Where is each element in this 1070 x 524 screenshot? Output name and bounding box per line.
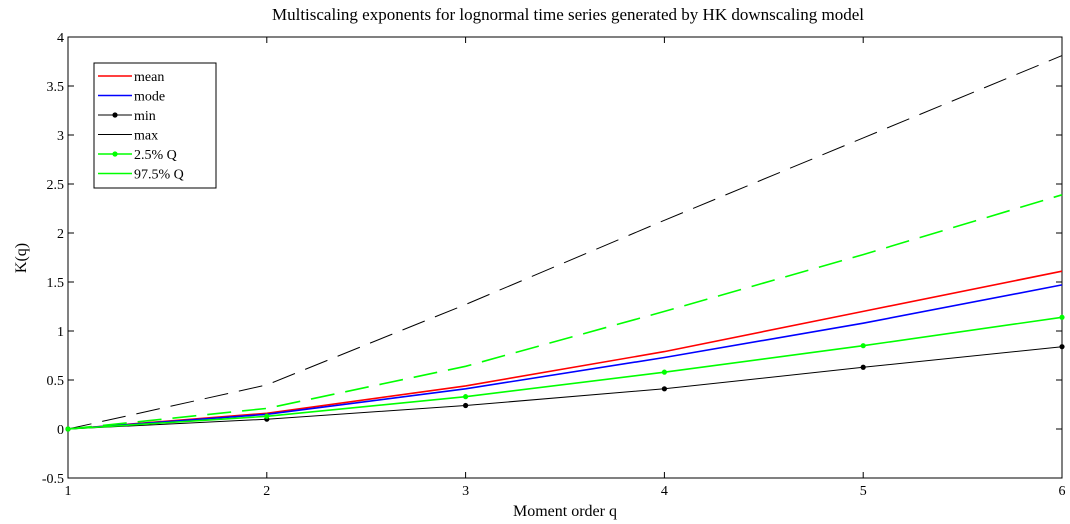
legend: mean mode min max 2.5% Q 97.5% Q [93, 62, 217, 189]
axis-ticks: 1 2 3 4 5 6 -0.5 0 0.5 1 1.5 2 2.5 3 3.5 4 [42, 31, 1066, 499]
legend-item-mean: mean [98, 70, 164, 85]
series-mode [67, 284, 1063, 430]
data-point-min [463, 402, 469, 409]
data-point-2-5-q [463, 394, 469, 400]
legend-marker [112, 112, 118, 118]
y-tick-label: 1 [57, 325, 64, 340]
legend-box [93, 62, 217, 189]
data-point-min [1059, 344, 1065, 350]
series-line-mode [67, 284, 1063, 430]
legend-label: mode [134, 90, 165, 105]
legend-label: 97.5% Q [134, 168, 184, 183]
y-tick-label: 0 [57, 423, 64, 438]
series-2-5-q [65, 314, 1065, 432]
legend-item-2-5-q: 2.5% Q [98, 148, 177, 163]
data-point-2-5-q [661, 369, 668, 375]
y-tick-label: 0.5 [47, 374, 65, 389]
plot-area [67, 36, 1063, 479]
series-line-max [67, 55, 1063, 430]
y-tick-label: 2 [57, 227, 64, 242]
series-97-5-q [67, 194, 1063, 430]
y-tick-label: 2.5 [47, 178, 65, 193]
y-tick-label: 4 [57, 31, 64, 46]
x-tick-label: 4 [661, 484, 668, 499]
series-mean [67, 270, 1063, 430]
legend-label: max [134, 129, 158, 144]
y-tick-label: 1.5 [47, 276, 65, 291]
legend-item-97-5-q: 97.5% Q [98, 168, 184, 183]
series-line-min [67, 346, 1063, 430]
x-tick-label: 3 [462, 484, 469, 499]
x-tick-label: 5 [860, 484, 867, 499]
series-layer [65, 55, 1065, 432]
x-tick-label: 6 [1059, 484, 1066, 499]
x-tick-label: 1 [65, 484, 72, 499]
y-tick-label: 3 [57, 129, 64, 144]
series-max [67, 55, 1063, 430]
data-point-2-5-q [1059, 314, 1065, 320]
data-point-2-5-q [860, 343, 866, 349]
x-axis-label: Moment order q [513, 503, 617, 520]
legend-label: min [134, 109, 156, 124]
legend-marker [112, 151, 118, 157]
legend-item-mode: mode [98, 90, 165, 105]
data-point-min [860, 364, 866, 370]
legend-label: mean [134, 70, 164, 85]
data-point-2-5-q [264, 413, 270, 419]
y-axis-label: K(q) [13, 243, 30, 273]
legend-label: 2.5% Q [134, 148, 177, 163]
legend-item-min: min [98, 109, 156, 124]
data-point-min [661, 386, 668, 392]
chart-title: Multiscaling exponents for lognormal tim… [272, 5, 864, 24]
y-tick-label: 3.5 [47, 80, 65, 95]
x-tick-label: 2 [263, 484, 270, 499]
y-tick-label: -0.5 [42, 472, 64, 487]
legend-item-max: max [98, 129, 158, 144]
series-line-mean [67, 270, 1063, 430]
series-line-97-5-q [67, 194, 1063, 430]
series-line-2-5-q [67, 316, 1063, 430]
